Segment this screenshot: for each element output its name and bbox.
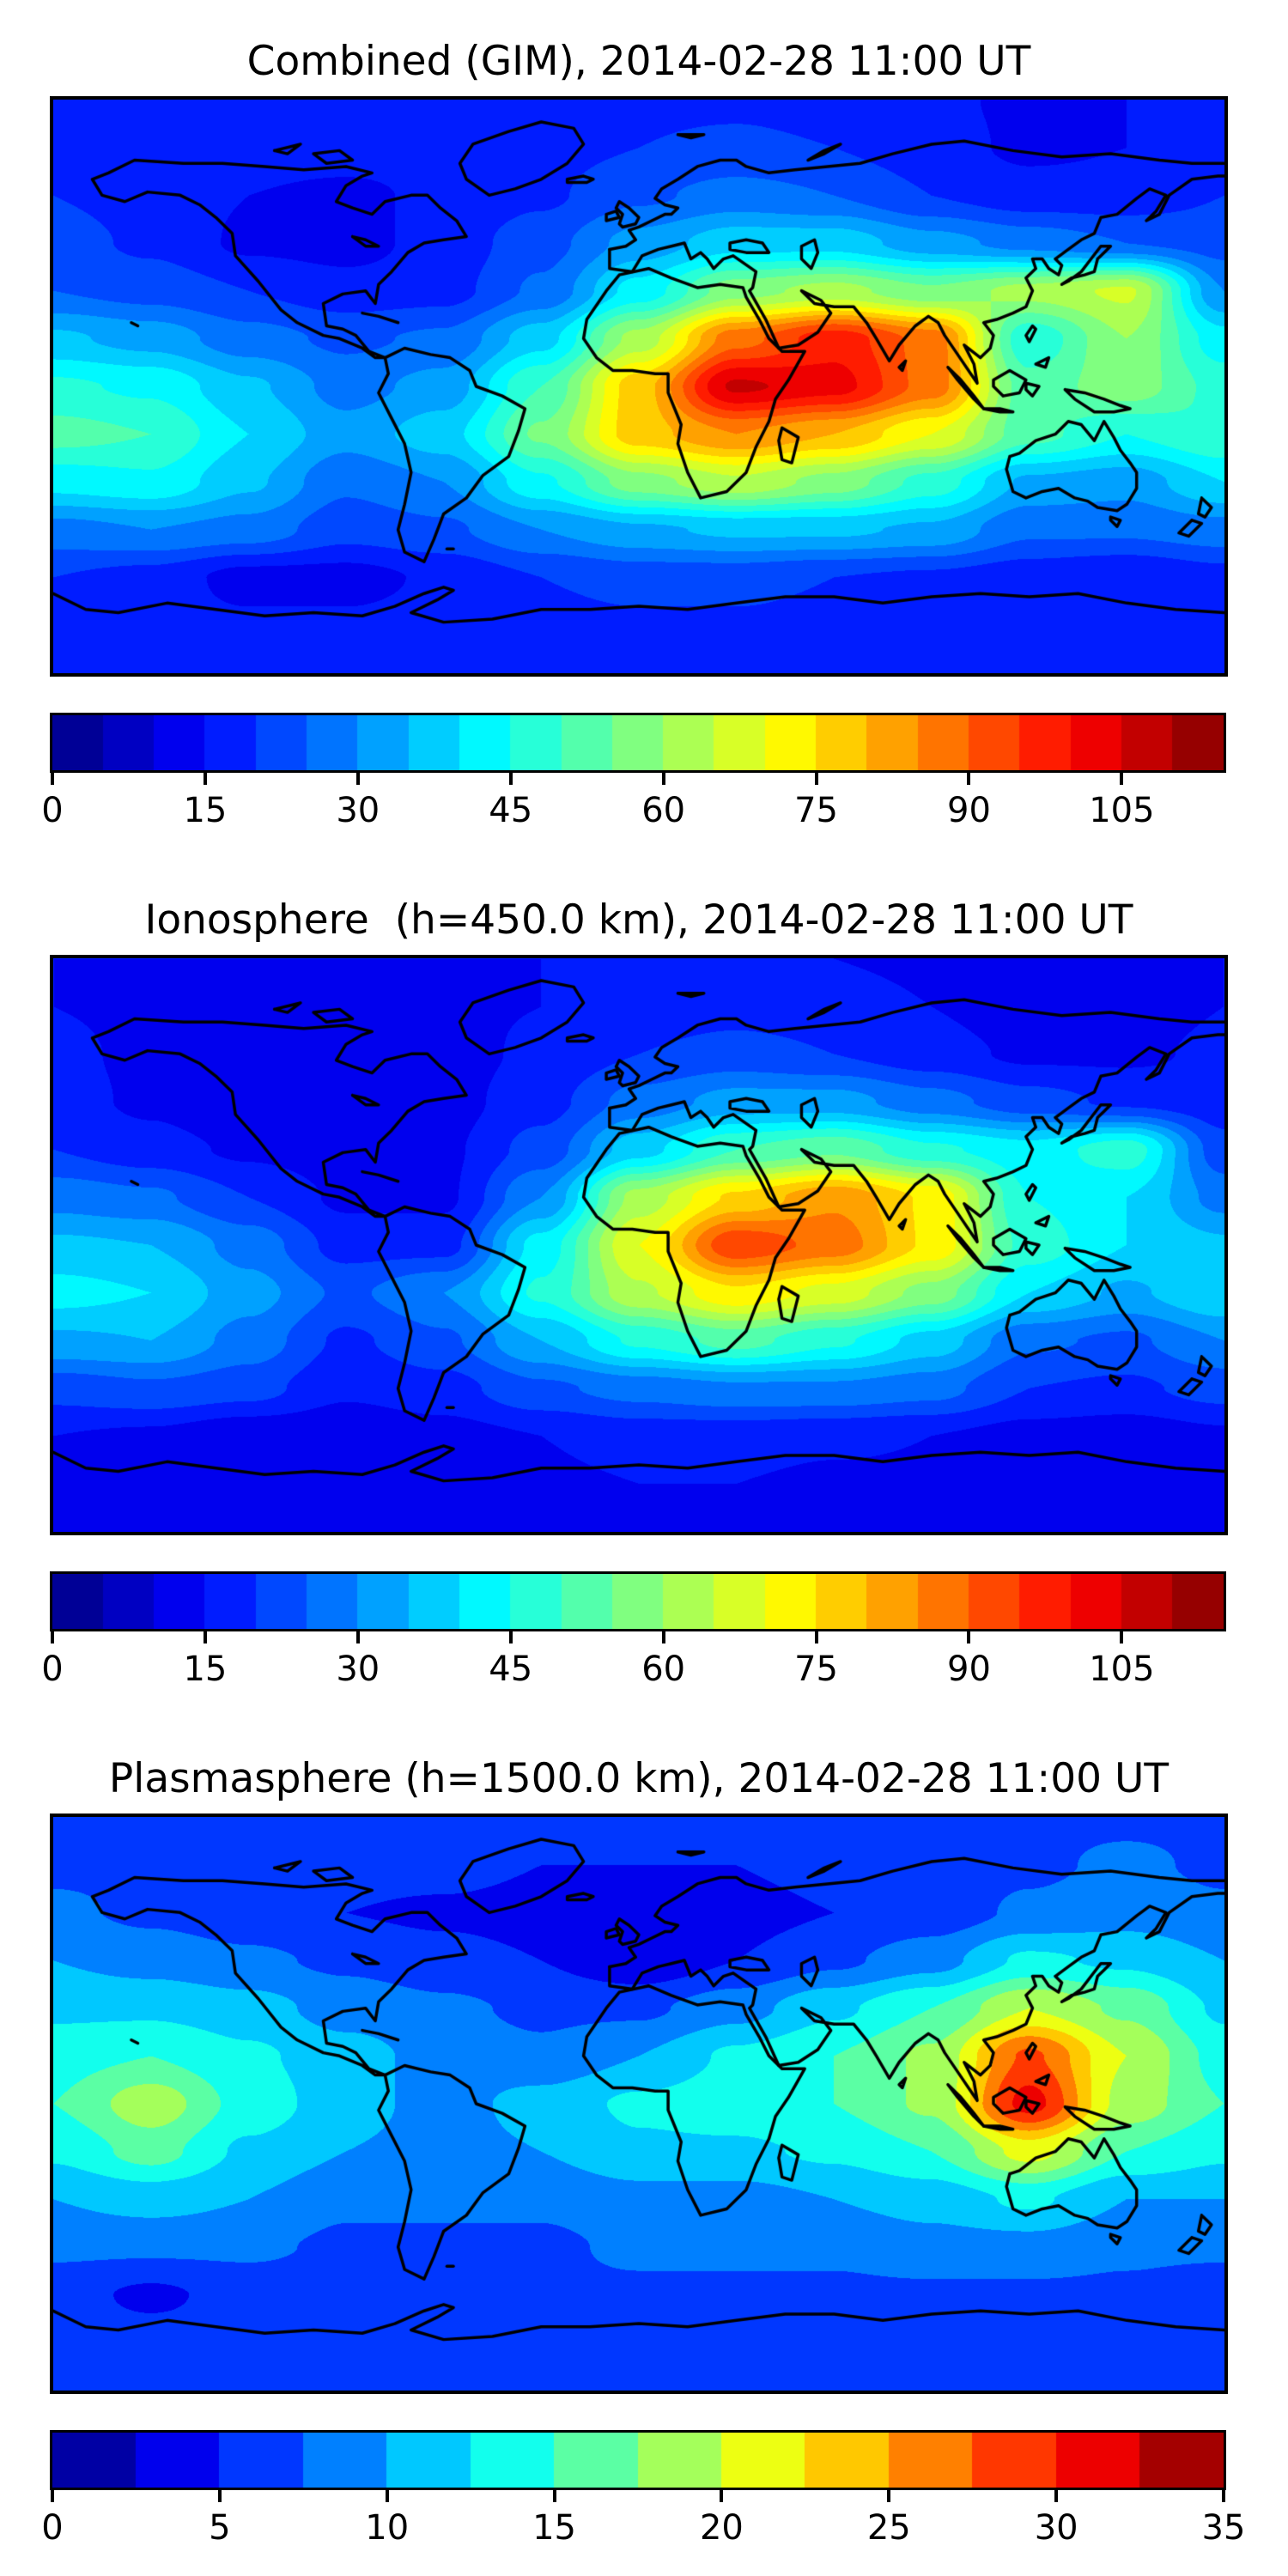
colorbar-tick bbox=[51, 2490, 54, 2502]
colorbar-tick bbox=[1120, 773, 1124, 785]
colorbar-tick-label: 75 bbox=[794, 1649, 839, 1689]
map-frame-ionosphere bbox=[50, 955, 1228, 1535]
map-canvas-plasmasphere bbox=[53, 1817, 1224, 2391]
colorbar-tick bbox=[1054, 2490, 1059, 2502]
colorbar-tick-label: 0 bbox=[41, 2508, 64, 2548]
colorbar-tick bbox=[217, 2490, 222, 2502]
colorbar-tick bbox=[814, 773, 818, 785]
panel-title-combined: Combined (GIM), 2014-02-28 11:00 UT bbox=[246, 38, 1031, 85]
colorbar-tick-label: 90 bbox=[947, 1649, 991, 1689]
colorbar-tick bbox=[385, 2490, 389, 2502]
colorbar-tick-label: 105 bbox=[1089, 1649, 1155, 1689]
panel-title-ionosphere: Ionosphere (h=450.0 km), 2014-02-28 11:0… bbox=[144, 896, 1133, 944]
colorbar-tick bbox=[508, 1631, 513, 1643]
colorbar-tick-label: 15 bbox=[183, 791, 228, 830]
colorbar-tick-label: 60 bbox=[641, 791, 686, 830]
colorbar-tick bbox=[661, 773, 665, 785]
colorbar-tick bbox=[887, 2490, 891, 2502]
colorbar-tick-label: 20 bbox=[699, 2508, 744, 2548]
colorbar-tick-label: 25 bbox=[866, 2508, 911, 2548]
panel-combined-gim: Combined (GIM), 2014-02-28 11:00 UT 0 15 3… bbox=[0, 0, 1288, 859]
map-frame-combined bbox=[50, 96, 1228, 677]
colorbar-tick-label: 75 bbox=[794, 791, 839, 830]
colorbar-tick-label: 10 bbox=[365, 2508, 410, 2548]
colorbar-tick-label: 105 bbox=[1089, 791, 1155, 830]
colorbar-canvas-combined bbox=[52, 715, 1224, 770]
map-canvas-ionosphere bbox=[53, 958, 1224, 1532]
colorbar-tick bbox=[355, 773, 360, 785]
colorbar-tick-label: 15 bbox=[183, 1649, 228, 1689]
colorbar-tick-label: 30 bbox=[1034, 2508, 1078, 2548]
colorbar-ticks-combined: 0 15 30 45 60 75 90 105 bbox=[41, 773, 1224, 854]
colorbar-frame-plasmasphere bbox=[50, 2430, 1226, 2490]
colorbar-tick-label: 5 bbox=[209, 2508, 231, 2548]
colorbar-tick-label: 45 bbox=[489, 791, 533, 830]
colorbar-tick bbox=[203, 773, 207, 785]
colorbar-tick bbox=[814, 1631, 818, 1643]
colorbar-tick-label: 0 bbox=[41, 791, 64, 830]
colorbar-tick bbox=[355, 1631, 360, 1643]
colorbar-frame-combined bbox=[50, 713, 1226, 773]
colorbar-frame-ionosphere bbox=[50, 1571, 1226, 1631]
colorbar-canvas-plasmasphere bbox=[52, 2433, 1224, 2488]
colorbar-tick-label: 15 bbox=[532, 2508, 577, 2548]
colorbar-tick bbox=[720, 2490, 724, 2502]
colorbar-tick bbox=[51, 1631, 54, 1643]
colorbar-tick bbox=[508, 773, 513, 785]
panel-ionosphere: Ionosphere (h=450.0 km), 2014-02-28 11:0… bbox=[0, 859, 1288, 1717]
colorbar-tick-label: 60 bbox=[641, 1649, 686, 1689]
colorbar-ticks-ionosphere: 0 15 30 45 60 75 90 105 bbox=[41, 1631, 1224, 1713]
colorbar-tick bbox=[967, 1631, 971, 1643]
colorbar-tick bbox=[51, 773, 54, 785]
colorbar-tick-label: 30 bbox=[336, 791, 380, 830]
colorbar-tick-label: 30 bbox=[336, 1649, 380, 1689]
map-canvas-combined bbox=[53, 100, 1224, 673]
panel-plasmasphere: Plasmasphere (h=1500.0 km), 2014-02-28 1… bbox=[0, 1717, 1288, 2576]
colorbar-tick bbox=[1120, 1631, 1124, 1643]
colorbar-canvas-ionosphere bbox=[52, 1574, 1224, 1629]
colorbar-tick-label: 35 bbox=[1201, 2508, 1246, 2548]
colorbar-tick-label: 90 bbox=[947, 791, 991, 830]
colorbar-ticks-plasmasphere: 0 5 10 15 20 25 30 35 bbox=[41, 2490, 1245, 2572]
colorbar-tick bbox=[203, 1631, 207, 1643]
colorbar-tick bbox=[967, 773, 971, 785]
colorbar-tick bbox=[552, 2490, 556, 2502]
colorbar-tick-label: 0 bbox=[41, 1649, 64, 1689]
panel-title-plasmasphere: Plasmasphere (h=1500.0 km), 2014-02-28 1… bbox=[108, 1755, 1170, 1802]
map-frame-plasmasphere bbox=[50, 1814, 1228, 2394]
colorbar-tick bbox=[661, 1631, 665, 1643]
colorbar-tick-label: 45 bbox=[489, 1649, 533, 1689]
colorbar-tick bbox=[1222, 2490, 1225, 2502]
